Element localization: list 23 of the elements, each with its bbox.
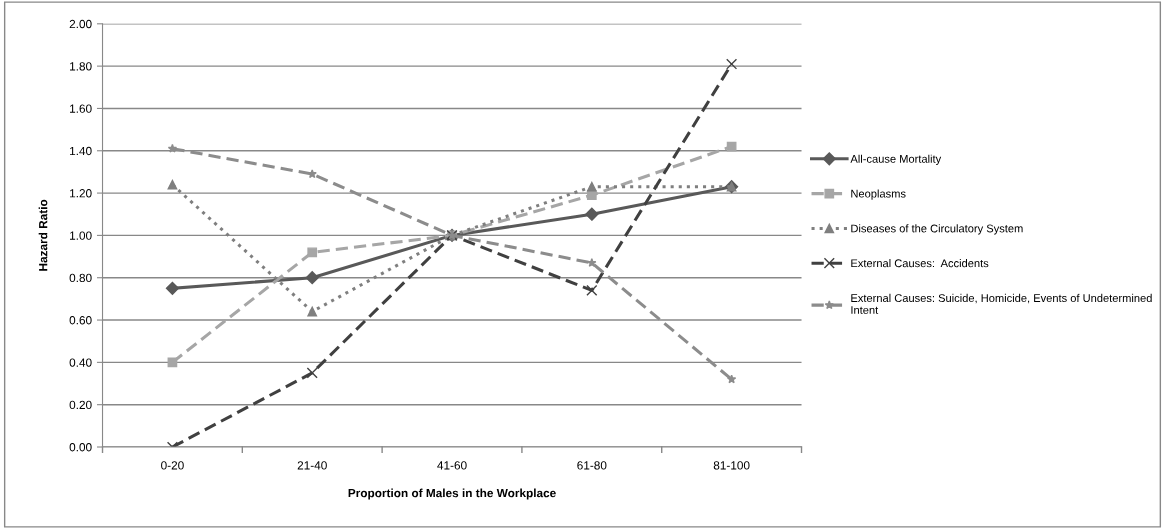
legend-label: Diseases of the Circulatory System [851,224,1023,235]
x-tick-label: 41-60 [437,461,467,470]
legend-label: External Causes: Accidents [851,259,989,268]
y-axis-title: Hazard Ratio [38,199,48,271]
y-tick-label: 0.60 [69,316,92,325]
x-axis-title: Proportion of Males in the Workplace [348,488,556,500]
legend-label: All-cause Mortality [850,154,942,165]
y-tick-label: 1.40 [70,146,92,156]
y-tick-label: 0.20 [69,400,92,410]
x-tick-label: 81-100 [713,461,750,470]
y-tick-label: 2.00 [69,19,92,29]
y-tick-label: 0.40 [69,358,92,367]
x-tick-label: 21-40 [297,461,327,470]
x-tick-label: 61-80 [577,461,607,470]
y-tick-label: 1.60 [70,104,92,113]
legend-label: External Causes: Suicide, Homicide, Events of Undetermined Intent [851,293,1152,314]
y-tick-label: 0.80 [69,273,92,283]
y-tick-label: 1.80 [70,62,92,71]
y-tick-label: 1.20 [70,189,92,198]
y-tick-label: 1.00 [70,231,92,240]
x-tick-label: 0-20 [161,461,184,470]
y-tick-label: 0.00 [69,443,92,452]
legend-label: Neoplasms [851,189,906,200]
